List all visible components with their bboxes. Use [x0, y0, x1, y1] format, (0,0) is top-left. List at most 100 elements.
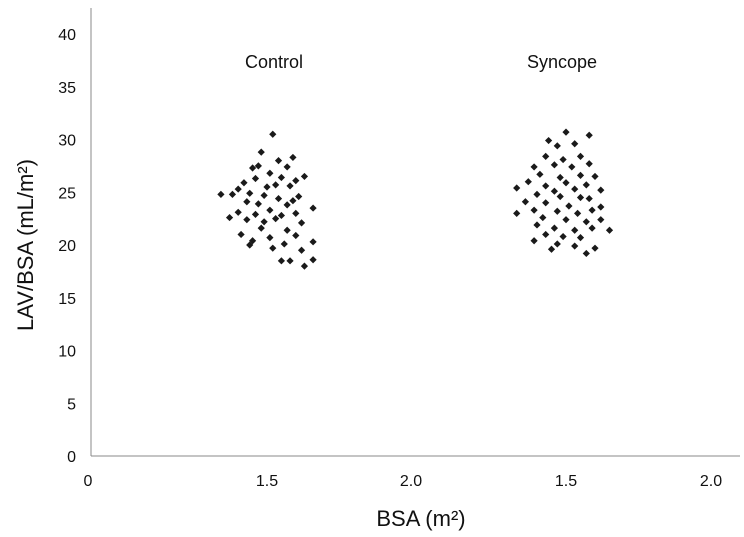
data-point-syncope [553, 207, 561, 215]
data-point-control [292, 231, 300, 240]
data-point-syncope [524, 178, 532, 186]
data-point-syncope [533, 221, 541, 229]
data-point-control [289, 153, 297, 162]
data-point-syncope [542, 152, 550, 160]
data-point-control [269, 244, 277, 252]
data-point-syncope [550, 187, 558, 195]
data-point-control [237, 230, 245, 239]
data-point-control [300, 172, 309, 181]
y-tick-label: 35 [58, 80, 76, 97]
data-point-control [277, 211, 285, 220]
data-point-syncope [582, 181, 590, 189]
data-point-control [225, 213, 234, 222]
data-point-control [257, 224, 265, 232]
data-point-syncope [556, 173, 564, 182]
x-tick-label: 0 [84, 473, 93, 490]
data-point-syncope [585, 131, 593, 139]
data-point-syncope [530, 163, 538, 171]
data-point-control [272, 181, 280, 189]
data-points [217, 128, 614, 270]
data-point-control [251, 210, 260, 219]
data-point-syncope [559, 155, 567, 164]
data-point-control [274, 157, 283, 165]
data-point-syncope [536, 170, 544, 178]
y-tick-label: 5 [67, 396, 76, 413]
data-point-syncope [571, 140, 579, 148]
data-point-control [266, 234, 274, 242]
data-point-control [283, 201, 291, 209]
data-point-syncope [591, 172, 599, 181]
data-point-syncope [576, 193, 585, 202]
data-point-control [266, 169, 274, 177]
data-point-control [309, 256, 317, 264]
data-point-control [217, 190, 225, 198]
data-point-control [251, 174, 260, 183]
y-tick-label: 0 [67, 449, 76, 466]
data-point-control [228, 190, 237, 198]
data-point-syncope [542, 230, 550, 239]
x-axis-title: BSA (m²) [376, 506, 465, 531]
data-point-syncope [571, 185, 579, 193]
data-point-syncope [521, 198, 529, 206]
x-tick-label: 2.0 [400, 473, 422, 490]
data-point-syncope [553, 142, 561, 150]
data-point-syncope [585, 194, 593, 203]
data-point-control [297, 246, 306, 254]
data-point-syncope [597, 186, 605, 194]
data-point-syncope [605, 226, 614, 234]
data-point-control [277, 257, 285, 265]
data-point-syncope [588, 206, 596, 214]
group-labels: Control Syncope [245, 52, 597, 72]
data-point-syncope [530, 237, 538, 245]
y-tick-label: 30 [58, 133, 76, 150]
data-point-syncope [591, 244, 599, 252]
data-point-syncope [597, 216, 605, 224]
data-point-control [266, 206, 274, 214]
data-point-control [254, 200, 262, 208]
data-point-control [260, 218, 268, 226]
data-point-control [263, 183, 271, 191]
data-point-syncope [513, 184, 521, 192]
data-point-control [246, 189, 254, 197]
data-point-syncope [582, 218, 590, 226]
data-point-control [243, 216, 251, 224]
data-point-syncope [571, 226, 579, 234]
data-point-control [286, 182, 294, 190]
group-label-control: Control [245, 52, 303, 72]
data-point-control [240, 179, 248, 187]
x-tick-labels: 0 1.5 2.0 1.5 2.0 [84, 473, 723, 490]
data-point-control [274, 194, 283, 203]
data-point-control [249, 164, 257, 172]
y-tick-label: 10 [58, 344, 76, 361]
data-point-syncope [542, 182, 550, 190]
data-point-syncope [571, 242, 579, 250]
group-label-syncope: Syncope [527, 52, 597, 72]
data-point-control [292, 209, 300, 217]
data-point-control [254, 162, 262, 170]
data-point-syncope [576, 171, 585, 179]
data-point-syncope [574, 209, 582, 217]
data-point-syncope [513, 209, 521, 217]
data-point-syncope [597, 203, 605, 211]
data-point-syncope [533, 190, 541, 198]
y-axis-title: LAV/BSA (mL/m²) [13, 159, 38, 331]
data-point-control [309, 238, 317, 246]
data-point-control [292, 177, 300, 185]
data-point-syncope [565, 202, 573, 210]
data-point-control [295, 192, 303, 201]
data-point-syncope [539, 213, 547, 222]
data-point-syncope [542, 199, 550, 207]
y-tick-label: 40 [58, 27, 76, 44]
data-point-control [234, 208, 242, 216]
x-tick-label: 1.5 [555, 473, 577, 490]
data-point-syncope [568, 163, 576, 171]
data-point-control [283, 226, 291, 234]
data-point-control [280, 240, 288, 248]
data-point-control [283, 163, 291, 171]
data-point-syncope [562, 216, 570, 224]
x-tick-label: 1.5 [256, 473, 278, 490]
y-tick-label: 15 [58, 291, 76, 308]
data-point-syncope [547, 245, 556, 253]
data-point-syncope [582, 249, 590, 258]
